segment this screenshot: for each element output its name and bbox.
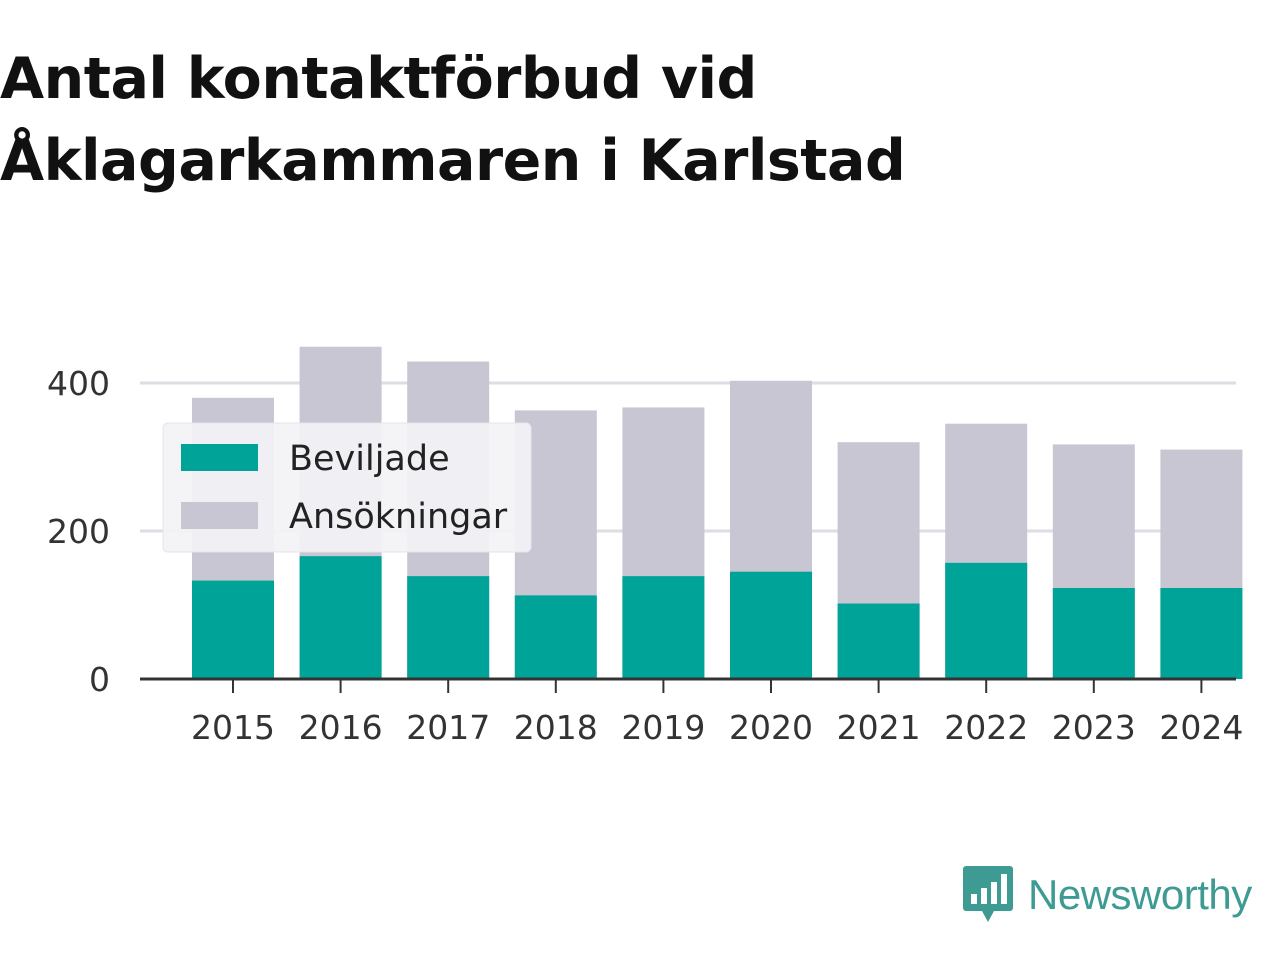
legend: Beviljade Ansökningar <box>162 422 532 553</box>
x-tick-label: 2021 <box>837 708 921 747</box>
bar-beviljade-2016 <box>299 556 382 679</box>
y-tick-label: 200 <box>47 512 110 551</box>
x-tick-label: 2024 <box>1159 708 1243 747</box>
y-tick-label: 400 <box>47 364 110 403</box>
x-tick-label: 2018 <box>514 708 598 747</box>
x-axis: 2015 2016 2017 2018 2019 2020 2021 2022 2023 2024 <box>140 677 1243 747</box>
legend-label: Beviljade <box>289 439 450 479</box>
brand-name: Newsworthy <box>1028 871 1252 918</box>
x-tick-label: 2015 <box>191 708 275 747</box>
legend-swatch <box>181 444 258 471</box>
bar-beviljade-2022 <box>945 562 1028 679</box>
bar-beviljade-2024 <box>1160 587 1243 679</box>
x-tick-label: 2017 <box>406 708 490 747</box>
y-axis: 0 200 400 <box>47 364 110 699</box>
bars <box>192 346 1243 679</box>
bar-beviljade-2018 <box>514 595 597 679</box>
y-tick-label: 0 <box>89 660 110 699</box>
x-tick-label: 2019 <box>621 708 705 747</box>
newsworthy-logo-icon <box>963 866 1013 922</box>
x-tick-label: 2022 <box>944 708 1028 747</box>
x-tick-label: 2016 <box>299 708 383 747</box>
legend-label: Ansökningar <box>289 497 508 537</box>
bar-beviljade-2023 <box>1052 587 1135 679</box>
bar-beviljade-2021 <box>837 603 920 679</box>
x-tick-label: 2020 <box>729 708 813 747</box>
bar-beviljade-2020 <box>730 571 812 679</box>
x-tick-label: 2023 <box>1052 708 1136 747</box>
bar-beviljade-2017 <box>407 576 490 679</box>
bar-beviljade-2015 <box>192 580 274 679</box>
chart-title: Antal kontaktförbud vid Åklagarkammaren … <box>0 46 906 194</box>
newsworthy-brand: Newsworthy <box>962 864 1252 926</box>
bar-beviljade-2019 <box>622 576 705 679</box>
legend-swatch <box>181 502 258 529</box>
